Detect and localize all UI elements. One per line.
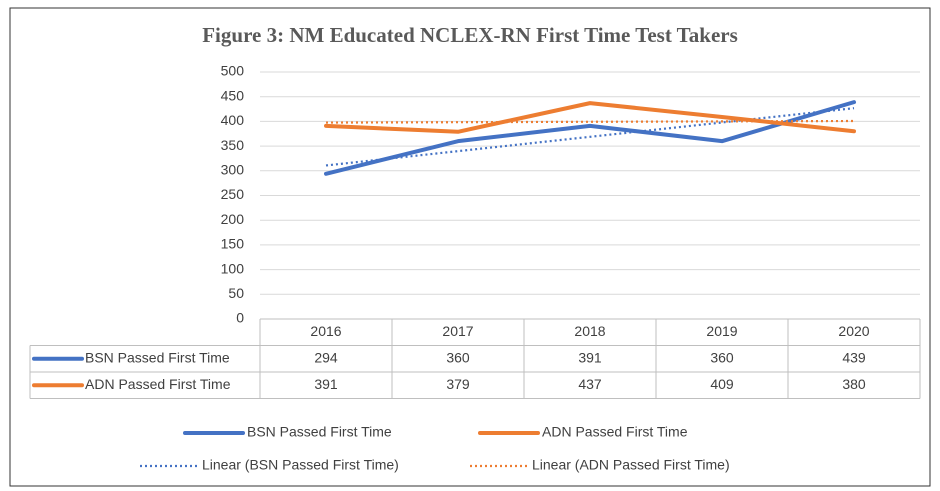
- chart-title: Figure 3: NM Educated NCLEX-RN First Tim…: [202, 23, 738, 47]
- x-tick-label: 2020: [838, 323, 869, 339]
- x-tick-label: 2019: [706, 323, 737, 339]
- table-value: 294: [314, 349, 338, 365]
- table-value: 380: [842, 376, 866, 392]
- table-row-label: BSN Passed First Time: [85, 349, 230, 365]
- legend-label: BSN Passed First Time: [247, 424, 392, 440]
- x-tick-label: 2017: [442, 323, 473, 339]
- y-tick-label: 350: [221, 137, 245, 153]
- x-tick-label: 2016: [310, 323, 341, 339]
- y-tick-label: 450: [221, 87, 245, 103]
- legend-label: Linear (BSN Passed First Time): [202, 457, 399, 473]
- table-value: 437: [578, 376, 602, 392]
- y-tick-label: 100: [221, 260, 245, 276]
- y-tick-label: 500: [221, 63, 245, 79]
- table-value: 439: [842, 349, 866, 365]
- series-line: [324, 101, 856, 134]
- x-tick-label: 2018: [574, 323, 605, 339]
- legend-label: ADN Passed First Time: [542, 424, 688, 440]
- table-value: 391: [314, 376, 338, 392]
- table-value: 409: [710, 376, 734, 392]
- table-row-label: ADN Passed First Time: [85, 376, 231, 392]
- legend-label: Linear (ADN Passed First Time): [532, 457, 730, 473]
- table-value: 360: [710, 349, 734, 365]
- chart-border: [9, 7, 931, 487]
- y-tick-label: 250: [221, 186, 245, 202]
- y-tick-label: 50: [228, 285, 244, 301]
- y-tick-label: 300: [221, 162, 245, 178]
- table-value: 391: [578, 349, 602, 365]
- y-tick-label: 200: [221, 211, 245, 227]
- y-tick-label: 150: [221, 236, 245, 252]
- y-tick-label: 0: [236, 310, 244, 326]
- y-tick-label: 400: [221, 112, 245, 128]
- table-value: 360: [446, 349, 470, 365]
- trendline: [325, 107, 855, 167]
- table-value: 379: [446, 376, 470, 392]
- series-line: [324, 100, 856, 176]
